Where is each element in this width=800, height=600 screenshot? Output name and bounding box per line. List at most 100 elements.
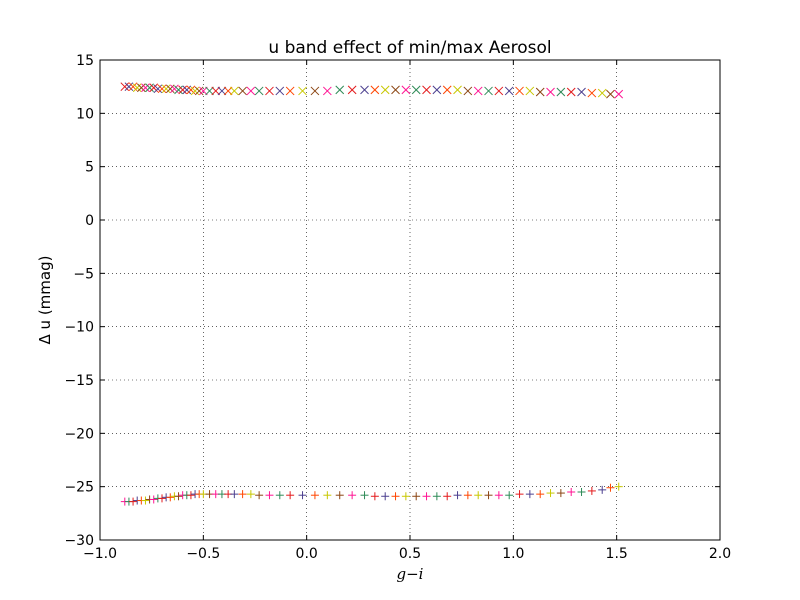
plus-marker-point [567, 488, 576, 496]
plus-marker-point [370, 492, 379, 501]
x-marker-point [229, 86, 239, 96]
x-marker-point [161, 84, 171, 94]
x-marker-point [285, 86, 295, 96]
x-tick-label: 0.0 [296, 546, 318, 562]
x-marker-point [360, 85, 369, 95]
y-tick-label: 5 [85, 160, 94, 176]
x-tick-label: 0.5 [399, 546, 421, 562]
plus-marker-point [381, 492, 390, 501]
plus-marker-point [310, 491, 319, 500]
x-marker-point [145, 83, 154, 93]
ticks: −1.0 −0.5 0.0 0.5 1.0 1.5 2.0 15 10 5 0 −5 −10 −15 −20… [64, 53, 731, 562]
plus-marker-point [286, 491, 295, 500]
x-marker-point [442, 85, 452, 95]
y-tick-label: −30 [64, 533, 94, 549]
plus-marker-point [255, 491, 264, 500]
x-marker-point [463, 86, 473, 96]
plus-marker-point [335, 491, 344, 500]
chart-title: u band effect of min/max Aerosol [268, 38, 551, 58]
plus-marker-point [474, 491, 483, 500]
x-marker-point [238, 86, 247, 96]
plus-marker-point [577, 488, 586, 496]
plus-marker-point [166, 493, 175, 502]
x-marker-point [223, 86, 233, 96]
plus-marker-point [614, 482, 623, 491]
plus-marker-point [494, 491, 503, 500]
plus-marker-point [443, 492, 452, 501]
x-marker-point [515, 86, 524, 96]
x-marker-point [525, 86, 535, 96]
plus-marker-point [391, 492, 400, 501]
x-marker-point [391, 85, 400, 95]
x-tick-label: −1.0 [83, 546, 117, 562]
grid [100, 60, 720, 540]
x-marker-point [178, 85, 188, 95]
x-tick-label: −0.5 [186, 546, 220, 562]
plus-marker-point [265, 491, 274, 500]
plus-marker-point [536, 490, 545, 499]
plus-marker-point [129, 497, 138, 506]
x-marker-point [614, 89, 624, 99]
x-marker-point [504, 86, 514, 96]
plus-marker-point [432, 492, 441, 501]
x-marker-point [566, 87, 576, 97]
x-marker-point [597, 88, 607, 98]
x-marker-point [401, 85, 411, 95]
plus-marker-point [587, 486, 596, 495]
plus-marker-point [158, 494, 166, 503]
x-marker-point [380, 85, 390, 95]
x-marker-point [347, 85, 357, 95]
plus-marker-point [505, 491, 514, 500]
plus-marker-point [422, 492, 431, 501]
x-marker-point [587, 88, 597, 98]
x-tick-label: 1.5 [606, 546, 628, 562]
plus-marker-point [606, 483, 615, 492]
plus-marker-point [275, 491, 284, 500]
plus-marker-point [246, 490, 255, 499]
plus-marker-point [401, 492, 410, 501]
plus-marker-point [174, 492, 183, 501]
y-axis-label: Δ u (mmag) [36, 256, 54, 345]
x-marker-point [484, 86, 493, 96]
x-marker-point [211, 86, 221, 96]
x-marker-point [453, 85, 462, 95]
x-marker-point [132, 83, 142, 93]
x-marker-point [606, 89, 615, 99]
x-marker-point [174, 85, 183, 95]
plus-marker-point [525, 490, 534, 499]
x-marker-point [298, 86, 307, 96]
x-marker-point [157, 84, 167, 94]
x-marker-point [473, 86, 483, 96]
plus-marker-point [463, 491, 472, 500]
x-marker-point [217, 86, 227, 96]
y-tick-label: −5 [73, 266, 94, 282]
plus-marker-point [556, 489, 565, 498]
x-marker-point [205, 86, 214, 96]
y-tick-label: −25 [64, 480, 94, 496]
plus-marker-point [348, 491, 357, 500]
plus-marker-point [546, 489, 555, 498]
x-tick-label: 2.0 [709, 546, 731, 562]
y-tick-label: 10 [76, 106, 94, 122]
plus-marker-point [323, 491, 332, 500]
x-marker-point [182, 85, 192, 95]
y-tick-label: −20 [64, 426, 94, 442]
x-marker-point [535, 87, 545, 97]
x-marker-point [494, 86, 504, 96]
plus-marker-point [186, 491, 195, 500]
x-marker-point [246, 86, 256, 96]
plus-marker-point [453, 491, 462, 500]
x-tick-label: 1.0 [502, 546, 524, 562]
x-marker-point [556, 87, 566, 97]
x-marker-point [254, 86, 264, 96]
plus-marker-point [238, 490, 247, 499]
plus-marker-point [360, 491, 369, 500]
y-tick-label: 0 [85, 213, 94, 229]
x-marker-point [194, 86, 204, 96]
plus-marker-point [412, 492, 421, 501]
x-marker-point [120, 82, 130, 92]
x-axis-label: g−i [397, 565, 424, 583]
x-marker-point [422, 85, 431, 95]
plus-marker-point [141, 496, 150, 505]
